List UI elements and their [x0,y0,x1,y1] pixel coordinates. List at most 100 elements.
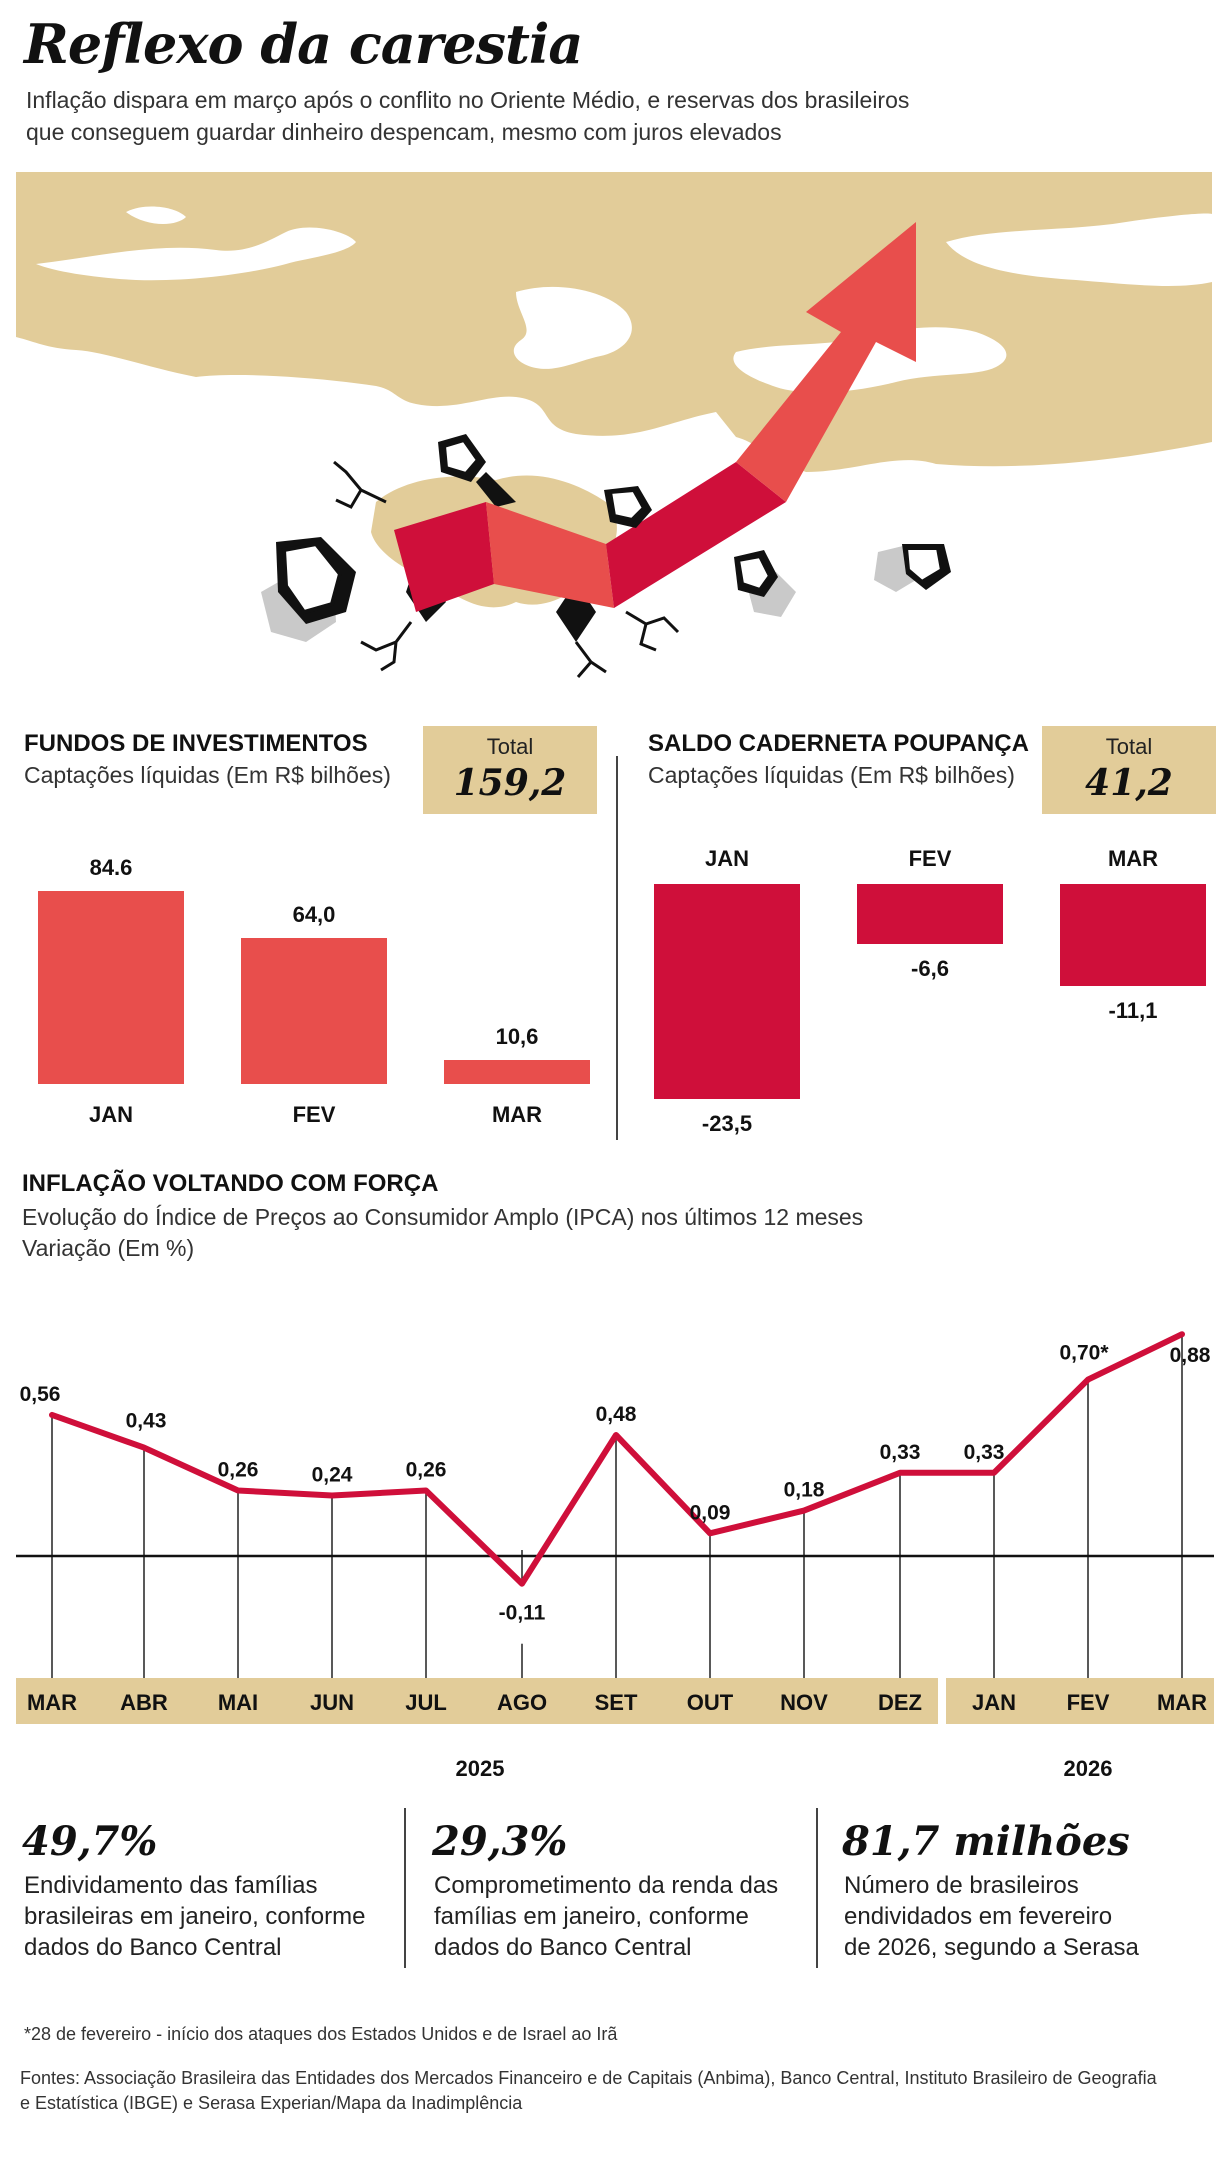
ipca-value-label-10: 0,33 [964,1441,1005,1464]
cloud-shape-5 [126,206,186,224]
sources-line-2: e Estatística (IBGE) e Serasa Experian/M… [20,2093,523,2113]
cloud-shape-4 [946,213,1212,286]
rock-2 [438,434,486,482]
arrow-mid [486,502,614,608]
savings-category-label-fev: FEV [908,846,952,871]
ipca-value-label-11: 0,70* [1059,1342,1109,1365]
stat-divider-1 [404,1808,406,1968]
savings-title: SALDO CADERNETA POUPANÇA [648,730,1029,757]
rock-3 [604,486,652,528]
stat-desc-1: Endividamento das famílias brasileiras e… [24,1870,384,1963]
stat-desc-3-line-1: Número de brasileiros [844,1872,1079,1899]
stat-desc-3-line-2: endividados em fevereiro [844,1903,1113,1930]
arrow-body [606,462,786,608]
savings-total-value: 41,2 [1085,762,1173,804]
funds-bar-fev [241,938,387,1084]
funds-value-label-mar: 10,6 [495,1023,539,1049]
ipca-value-label-8: 0,18 [784,1479,825,1502]
funds-title: FUNDOS DE INVESTIMENTOS [24,730,368,757]
savings-category-label-jan: JAN [704,846,749,871]
ipca-month-label-11: FEV [1067,1690,1110,1715]
cloud-shape-1 [36,227,356,281]
stat-desc-3: Número de brasileiros endividados em fev… [844,1870,1204,1963]
ipca-month-label-4: JUL [405,1690,447,1715]
funds-value-label-fev: 64,0 [292,902,336,928]
funds-bar-mar [444,1059,590,1084]
page-subtitle: Inflação dispara em março após o conflit… [26,84,1026,148]
ipca-value-label-12: 0,88 [1170,1344,1211,1367]
crack-lines [333,460,680,678]
crater-shadow [406,472,596,642]
savings-total-label: Total [1105,734,1153,759]
ipca-value-label-7: 0,09 [690,1501,731,1524]
stat-desc-1-line-1: Endividamento das famílias [24,1872,318,1899]
ipca-month-label-2: MAI [218,1690,258,1715]
funds-bar-jan [38,891,184,1084]
ipca-subtitle-line-2: Variação (Em %) [22,1235,195,1261]
ipca-month-label-8: NOV [780,1690,828,1715]
funds-category-label-jan: JAN [88,1102,133,1127]
stat-desc-1-line-3: dados do Banco Central [24,1934,282,1961]
funds-category-label-mar: MAR [491,1102,543,1127]
stat-desc-2-line-1: Comprometimento da renda das [434,1872,779,1899]
ipca-subtitle: Evolução do Índice de Preços ao Consumid… [22,1202,863,1264]
rock-1 [261,537,356,642]
ipca-year-label-2025: 2025 [456,1756,505,1781]
ipca-month-label-7: OUT [687,1690,734,1715]
savings-bar-jan [654,884,800,1100]
rock-5 [874,544,951,592]
ipca-value-label-3: 0,24 [312,1464,353,1487]
sources: Fontes: Associação Brasileira das Entida… [20,2066,1216,2116]
arrow-tail [394,502,494,612]
savings-value-label-jan: -23,5 [701,1111,753,1137]
ipca-value-label-0: 0,56 [20,1383,61,1406]
funds-category-label-fev: FEV [292,1102,336,1127]
ipca-month-label-3: JUN [310,1690,354,1715]
savings-total-box: Total 41,2 [1042,726,1216,814]
ipca-title: INFLAÇÃO VOLTANDO COM FORÇA [22,1170,439,1197]
savings-value-label-fev: -6,6 [911,956,949,982]
ipca-series-line [49,1331,1185,1587]
subtitle-line-2: que conseguem guardar dinheiro despencam… [26,119,782,145]
funds-subtitle: Captações líquidas (Em R$ bilhões) [24,762,391,788]
stat-desc-2-line-3: dados do Banco Central [434,1934,692,1961]
arrow-upper [736,222,916,502]
savings-subtitle: Captações líquidas (Em R$ bilhões) [648,762,1015,788]
funds-total-box: Total 159,2 [423,726,597,814]
ipca-month-label-9: DEZ [878,1690,922,1715]
stat-desc-1-line-2: brasileiras em janeiro, conforme [24,1903,366,1930]
footnote: *28 de fevereiro - início dos ataques do… [24,2024,618,2044]
savings-bar-mar [1060,884,1206,986]
stat-desc-3-line-3: de 2026, segundo a Serasa [844,1934,1139,1961]
savings-value-label-mar: -11,1 [1108,997,1158,1023]
ipca-value-label-4: 0,26 [406,1458,447,1481]
ipca-line-chart: 0,56 0,43 0,26 0,24 0,26 -0,11 0,48 0,09 0,18 0,3… [16,1331,1214,1781]
hero-illustration [16,172,1212,678]
page-title: Reflexo da carestia [24,12,583,76]
ipca-value-label-1: 0,43 [126,1410,167,1433]
ipca-month-label-1: ABR [120,1690,168,1715]
stat-value-3: 81,7 milhões [842,1818,1130,1865]
ipca-value-label-5: -0,11 [499,1602,546,1625]
cloud-shape-2 [513,286,632,369]
ipca-axis-band-2026 [946,1678,1214,1724]
ipca-subtitle-line-1: Evolução do Índice de Preços ao Consumid… [22,1204,864,1230]
funds-value-label-jan: 84.6 [89,855,133,881]
panels-divider [616,756,618,1140]
subtitle-line-1: Inflação dispara em março após o conflit… [26,87,910,113]
ipca-value-label-9: 0,33 [880,1441,921,1464]
stat-value-1: 49,7% [22,1818,158,1865]
funds-total-label: Total [486,734,534,759]
ipca-value-label-6: 0,48 [596,1403,637,1426]
ipca-month-label-5: AGO [497,1690,547,1715]
stat-value-2: 29,3% [432,1818,568,1865]
savings-category-label-mar: MAR [1107,846,1159,871]
funds-total-value: 159,2 [453,762,567,804]
ipca-year-label-2026: 2026 [1064,1756,1113,1781]
ipca-value-label-2: 0,26 [218,1458,259,1481]
stat-desc-2: Comprometimento da renda das famílias em… [434,1870,794,1963]
rock-4 [734,550,796,617]
ipca-month-label-6: SET [595,1690,638,1715]
ipca-axis-band-2025 [16,1678,938,1724]
ipca-month-label-10: JAN [972,1690,1016,1715]
